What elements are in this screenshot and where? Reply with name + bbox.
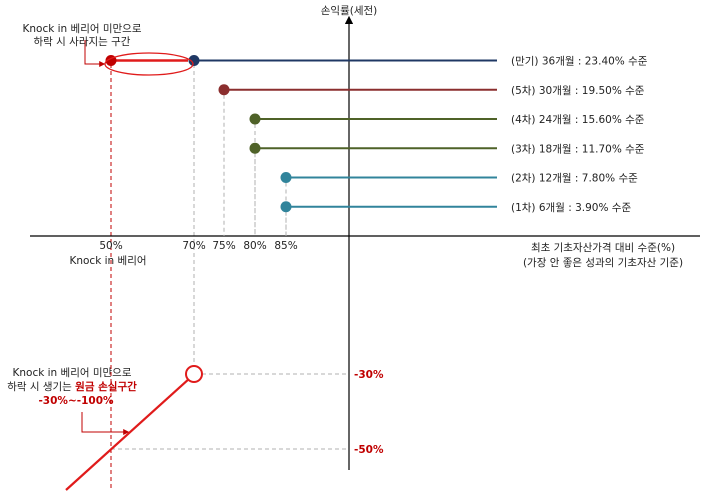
x-axis-title-line1: 최초 기초자산가격 대비 수준(%) <box>531 241 675 254</box>
payoff-start-dot <box>249 142 261 154</box>
y-axis-title: 손익률(세전) <box>321 5 378 17</box>
x-tick-label: 85% <box>274 240 297 252</box>
x-tick-label: 75% <box>212 240 235 252</box>
payoff-label: (4차) 24개월 : 15.60% 수준 <box>511 114 645 126</box>
payoff-label: (2차) 12개월 : 7.80% 수준 <box>511 173 638 185</box>
vanishing-zone-ellipse <box>104 52 194 76</box>
payoff-lines: (만기) 36개월 : 23.40% 수준 (5차) 30개월 : 19.50% … <box>105 55 648 236</box>
annotation-bottom-highlight: 원금 손실구간 <box>75 380 137 393</box>
x-tick-label: 80% <box>243 240 266 252</box>
y-value-labels: -30% -50% <box>354 369 384 456</box>
payoff-start-dot <box>249 113 261 125</box>
payoff-label: (1차) 6개월 : 3.90% 수준 <box>511 202 631 214</box>
y-value-label: -30% <box>354 369 384 381</box>
annotation-bottom-line3: -30%~-100% <box>38 395 114 407</box>
payoff-start-dot <box>188 55 200 66</box>
y-value-label: -50% <box>354 444 384 456</box>
guide-lines <box>110 64 349 490</box>
x-axis-title-line2: (가장 안 좋은 성과의 기초자산 기준) <box>523 257 683 269</box>
x-tick-labels: 50% 70% 75% 80% 85% <box>99 240 297 252</box>
x-tick-label: 50% <box>99 240 122 252</box>
payoff-start-dot <box>280 172 292 183</box>
x-tick-label: 70% <box>182 240 205 252</box>
knock-in-barrier-label: Knock in 베리어 <box>69 255 146 267</box>
annotation-bottom-line1: Knock in 베리어 미만으로 <box>12 367 131 379</box>
annotation-bottom-line2-prefix: 하락 시 생기는 <box>7 380 75 393</box>
loss-start-open-circle <box>185 365 203 383</box>
annotation-top-line1: Knock in 베리어 미만으로 <box>22 23 141 35</box>
annotation-top-line2: 하락 시 사라지는 구간 <box>34 35 131 48</box>
payoff-label: (만기) 36개월 : 23.40% 수준 <box>511 56 648 68</box>
payoff-label: (3차) 18개월 : 11.70% 수준 <box>511 143 645 155</box>
loss-zone-arrow <box>81 412 130 435</box>
annotation-bottom-line2: 하락 시 생기는 원금 손실구간 <box>7 380 137 393</box>
payoff-start-dot <box>218 84 230 96</box>
payoff-start-dot <box>280 201 292 213</box>
vanishing-zone-arrow <box>84 40 106 67</box>
payoff-label: (5차) 30개월 : 19.50% 수준 <box>511 85 645 97</box>
